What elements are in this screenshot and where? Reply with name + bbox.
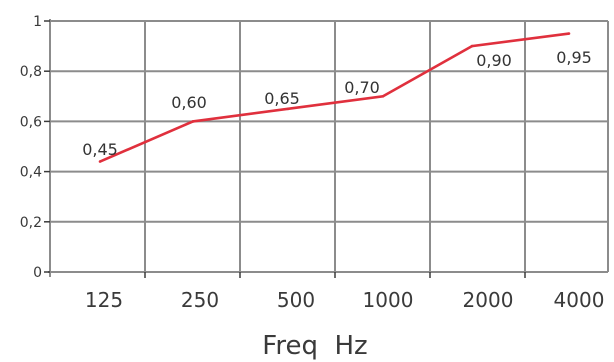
data-point [98, 160, 102, 163]
x-tick-label: 250 [181, 288, 219, 312]
chart-axes: 0 0,2 0,4 0,6 0,8 1 125 250 500 1000 2000 4000 [20, 14, 608, 312]
x-tick-label: 2000 [463, 288, 514, 312]
data-point [286, 107, 290, 111]
data-point [567, 32, 571, 35]
chart-series [98, 32, 571, 163]
data-point [470, 44, 474, 48]
data-label: 0,90 [476, 51, 512, 70]
data-label: 0,65 [264, 89, 300, 108]
chart-data-labels: 0,45 0,60 0,65 0,70 0,90 0,95 [82, 48, 592, 159]
data-label: 0,95 [556, 48, 592, 67]
data-label: 0,70 [344, 78, 380, 97]
y-tick-label: 1 [33, 14, 42, 30]
x-tick-label: 125 [85, 288, 123, 312]
series-line [99, 32, 570, 163]
chart-grid [50, 20, 609, 272]
x-axis-title: Freq Hz [262, 331, 367, 361]
data-label: 0,45 [82, 140, 118, 159]
x-tick-label: 1000 [363, 288, 414, 312]
data-point [191, 120, 195, 123]
y-tick-label: 0,6 [20, 114, 42, 130]
x-tick-label: 500 [277, 288, 315, 312]
y-tick-label: 0 [33, 265, 42, 281]
y-tick-label: 0,4 [20, 165, 42, 181]
data-label: 0,60 [171, 93, 207, 112]
data-point [381, 95, 385, 98]
y-tick-label: 0,2 [20, 215, 42, 231]
y-tick-label: 0,8 [20, 64, 42, 80]
x-tick-label: 4000 [554, 288, 605, 312]
